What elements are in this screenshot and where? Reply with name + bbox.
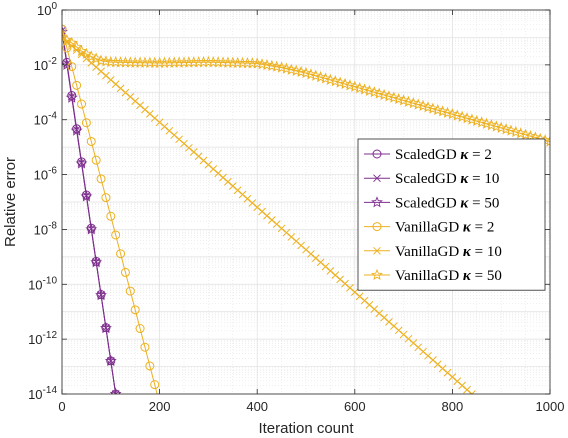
legend-entry: ScaledGD κ = 2	[395, 147, 492, 163]
series-marker	[120, 267, 130, 277]
legend-entry: VanillaGD κ = 2	[395, 220, 494, 236]
series-marker	[96, 174, 106, 184]
legend-box	[357, 138, 546, 291]
series-marker	[85, 223, 98, 235]
y-tick-label: 100	[37, 1, 57, 18]
minor-grid	[62, 10, 550, 394]
series-marker	[95, 289, 107, 301]
legend-marker	[371, 268, 383, 281]
series-marker	[86, 136, 96, 146]
y-tick-label: 10-6	[34, 166, 58, 183]
y-tick-label: 10-14	[28, 385, 57, 402]
legend-entry: VanillaGD κ = 50	[395, 268, 502, 284]
series-marker	[145, 361, 155, 371]
x-tick-label: 400	[246, 399, 268, 414]
x-tick-label: 200	[149, 399, 171, 414]
series-marker	[65, 91, 78, 103]
series-marker	[91, 155, 101, 165]
series-marker	[140, 342, 150, 352]
x-tick-label: 0	[58, 399, 65, 414]
series-line	[62, 29, 158, 394]
y-tick-label: 10-12	[28, 330, 57, 347]
x-tick-label: 800	[442, 399, 464, 414]
series-marker	[72, 80, 82, 90]
series-marker	[81, 118, 91, 128]
y-tick-label: 10-2	[34, 56, 58, 73]
series-marker	[109, 387, 122, 394]
series-marker	[67, 62, 77, 72]
series-marker	[62, 31, 68, 43]
x-axis-label: Iteration count	[258, 420, 354, 437]
series-marker	[80, 47, 93, 59]
series-marker	[70, 124, 83, 136]
x-tick-label: 600	[344, 399, 366, 414]
series-marker	[116, 249, 126, 259]
series-marker	[101, 193, 111, 203]
x-tick-labels: 0 200 400 600 800 1000	[58, 399, 564, 414]
series-line	[62, 31, 117, 394]
y-axis-label: Relative error	[2, 157, 19, 247]
legend-entry: ScaledGD κ = 50	[395, 195, 499, 211]
series-marker	[75, 157, 88, 169]
series-marker	[62, 43, 72, 53]
series-marker	[85, 50, 98, 62]
series-marker	[80, 190, 93, 202]
y-tick-label: 10-8	[34, 220, 58, 237]
plot-frame	[61, 9, 551, 395]
x-tick-label: 1000	[536, 399, 565, 414]
legend-marker	[373, 246, 381, 255]
series-marker	[135, 324, 145, 334]
series-marker	[111, 230, 121, 240]
series-marker	[111, 390, 120, 394]
y-tick-label: 10-4	[34, 111, 58, 128]
series-marker	[90, 52, 103, 64]
y-tick-labels: 100 10-2 10-4 10-6 10-8 10-10 10-12 10-14	[28, 1, 57, 402]
legend-marker	[371, 196, 383, 208]
series-marker	[62, 24, 67, 34]
series-marker	[106, 211, 116, 221]
series-marker	[104, 354, 117, 367]
legend-entry: ScaledGD κ = 10	[395, 171, 499, 187]
series-marker	[100, 321, 112, 334]
series-marker	[62, 33, 73, 46]
legend: ScaledGD κ = 2 ScaledGD κ = 10 ScaledGD κ …	[357, 138, 546, 291]
legend-marker	[373, 174, 381, 183]
series-marker	[150, 380, 160, 390]
series-marker	[544, 135, 550, 147]
legend-marker	[372, 222, 382, 232]
series-marker	[125, 286, 135, 296]
series-vanillagd-kappa-2	[62, 24, 160, 394]
legend-marker	[372, 149, 382, 159]
series-marker	[90, 256, 103, 268]
series-vanillagd-kappa-10	[62, 33, 476, 394]
y-tick-label: 10-10	[28, 275, 57, 292]
axis-ticks	[61, 9, 551, 395]
series-marker	[77, 99, 87, 109]
series-marker	[468, 390, 476, 394]
legend-entry: VanillaGD κ = 10	[395, 244, 502, 260]
series-marker	[75, 44, 88, 57]
series-marker	[130, 305, 140, 315]
